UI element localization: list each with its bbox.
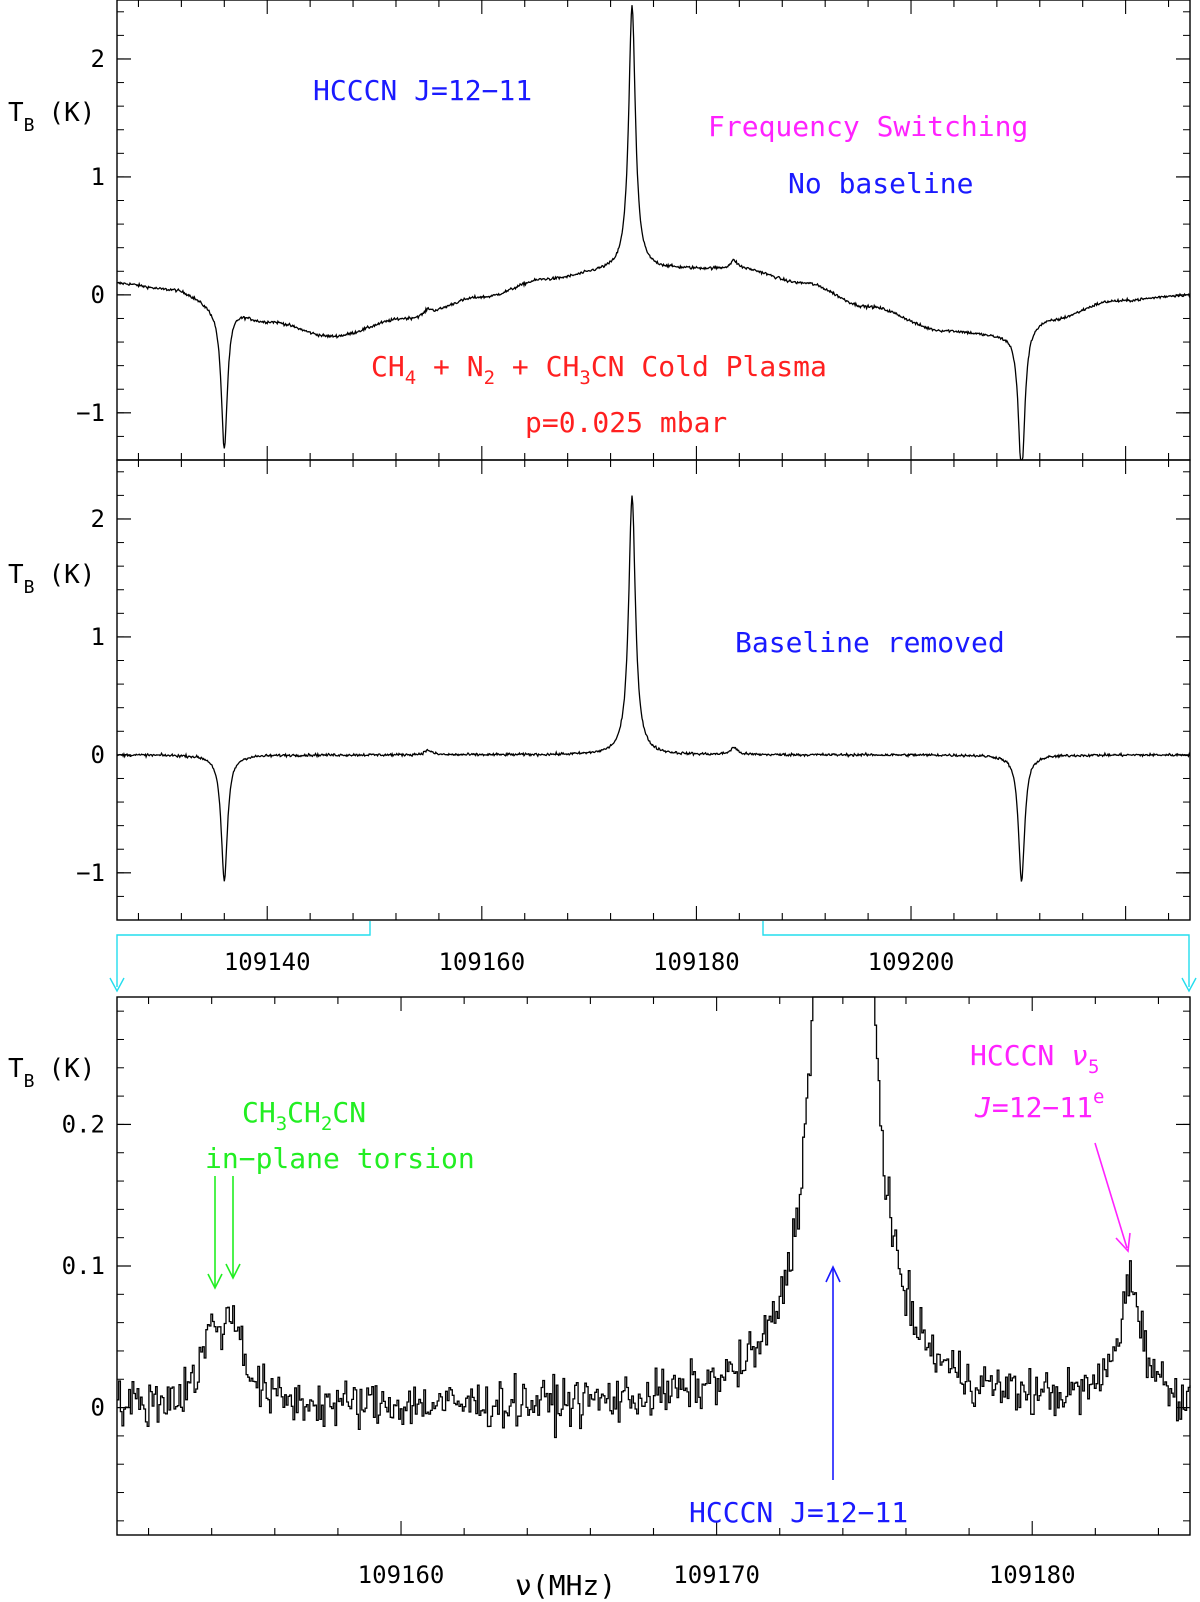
- xtick-label: 109160: [438, 948, 525, 976]
- spectrum-trace-middle: [116, 495, 1191, 882]
- hcccn-v5-label: HCCCN ν5: [970, 1039, 1099, 1078]
- ytick-label: 1: [91, 163, 105, 191]
- spectrum-trace-top: [116, 5, 1191, 461]
- ch3ch2cn-label: CH3CH2CN: [242, 1096, 366, 1135]
- zoom-bracket-right: [762, 921, 1197, 993]
- ytick-label: 2: [91, 505, 105, 533]
- axis-ticks: −1 0 1 2 −1 0 1 2 0 0.1 0.2 109140 109160 109180 10920…: [62, 0, 1190, 1589]
- xtick-label: 109170: [673, 1561, 760, 1589]
- ytick-label: 2: [91, 45, 105, 73]
- xtick-label: 109160: [358, 1561, 445, 1589]
- baseline-removed-label: Baseline removed: [735, 626, 1005, 659]
- hcccn-v5-transition-label: J=12−11e: [974, 1086, 1104, 1124]
- top-ylabel: TB (K): [8, 98, 95, 136]
- spectrum-trace-bottom: [117, 996, 1191, 1439]
- ytick-label: 0.1: [62, 1252, 105, 1280]
- ytick-label: −1: [76, 399, 105, 427]
- frequency-switching-label: Frequency Switching: [708, 110, 1028, 143]
- bottom-panel-frame: [116, 996, 1191, 1536]
- xtick-label: 109140: [224, 948, 311, 976]
- bottom-hcccn-label: HCCCN J=12−11: [689, 1496, 908, 1529]
- no-baseline-label: No baseline: [788, 167, 973, 200]
- ytick-label: 1: [91, 623, 105, 651]
- xtick-label: 109200: [868, 948, 955, 976]
- hcccn-bottom-arrow: [825, 1265, 841, 1480]
- zoom-bracket-left: [109, 921, 371, 993]
- spectra-traces: [116, 5, 1191, 1439]
- ytick-label: 0.2: [62, 1110, 105, 1138]
- pressure-label: p=0.025 mbar: [525, 406, 727, 439]
- ytick-label: 0: [91, 741, 105, 769]
- xtick-label: 109180: [653, 948, 740, 976]
- middle-panel-frame: [116, 459, 1191, 921]
- ytick-label: 0: [91, 281, 105, 309]
- in-plane-torsion-label: in−plane torsion: [205, 1142, 475, 1175]
- ytick-label: 0: [91, 1394, 105, 1422]
- middle-ylabel: TB (K): [8, 560, 95, 598]
- ytick-label: −1: [76, 859, 105, 887]
- gas-mixture-label: CH4 + N2 + CH3CN Cold Plasma: [371, 350, 827, 389]
- top-panel-frame: [116, 0, 1191, 461]
- xtick-label: 109180: [989, 1561, 1076, 1589]
- top-hcccn-label: HCCCN J=12−11: [313, 74, 532, 107]
- hcccn-v5-arrow: [1094, 1142, 1131, 1253]
- ch3ch2cn-arrows: [207, 1176, 241, 1290]
- x-axis-label: ν(MHz): [515, 1569, 616, 1602]
- bottom-ylabel: TB (K): [8, 1054, 95, 1092]
